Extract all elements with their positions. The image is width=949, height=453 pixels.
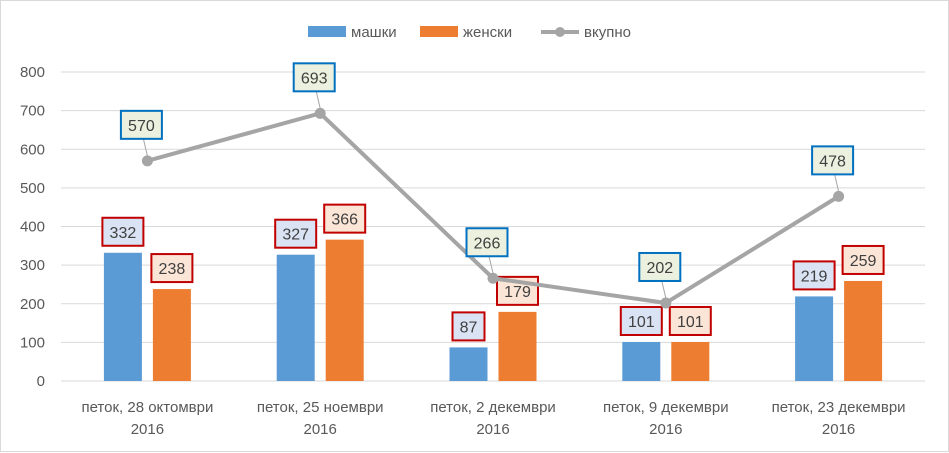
x-category-label: петок, 9 декември (603, 399, 729, 416)
bar-data-label: 238 (159, 261, 186, 278)
bar-data-label: 332 (110, 225, 137, 242)
line-point (833, 190, 845, 202)
bar-data-label: 327 (282, 227, 309, 244)
bar-data-label: 179 (504, 284, 531, 301)
leader-line (834, 174, 840, 192)
y-tick-label: 300 (20, 257, 45, 274)
bar-data-label: 366 (331, 212, 358, 229)
y-tick-label: 200 (20, 296, 45, 313)
legend-swatch (420, 26, 458, 37)
line-data-label: 570 (128, 118, 155, 135)
line-data-label-box (811, 145, 855, 176)
bar-data-label-box (451, 311, 486, 342)
bar (795, 296, 834, 381)
bar (622, 341, 661, 381)
leader-line (661, 280, 667, 299)
x-category-label: 2016 (131, 421, 164, 438)
line-data-label: 478 (819, 153, 846, 170)
x-category-label: 2016 (476, 421, 509, 438)
line-data-label: 202 (646, 260, 673, 277)
legend-label: машки (351, 24, 397, 41)
bar (152, 289, 191, 381)
x-category-label: 2016 (304, 421, 337, 438)
line-point (660, 297, 672, 309)
y-tick-label: 800 (20, 64, 45, 81)
y-tick-label: 600 (20, 141, 45, 158)
bar-data-label: 259 (850, 253, 877, 270)
bar-data-label: 87 (460, 319, 478, 336)
legend-marker (555, 27, 565, 37)
bar-data-label: 101 (628, 314, 655, 331)
legend-label: женски (463, 24, 512, 41)
line-data-label-box (292, 62, 336, 93)
line-point (314, 107, 326, 119)
bar-data-label-box (619, 305, 663, 336)
bar-data-label-box (274, 218, 318, 249)
bar-data-label-box (323, 203, 367, 234)
y-tick-label: 500 (20, 180, 45, 197)
line-data-label: 266 (474, 235, 501, 252)
leader-line (488, 256, 494, 274)
y-tick-label: 700 (20, 103, 45, 120)
legend-swatch (308, 26, 346, 37)
bar (449, 347, 488, 381)
x-category-label: петок, 2 декември (430, 399, 556, 416)
line-data-label: 693 (301, 70, 328, 87)
x-category-label: петок, 28 октомври (81, 399, 213, 416)
leader-line (142, 138, 148, 156)
x-category-label: петок, 25 ноември (257, 399, 384, 416)
line-point (141, 155, 153, 167)
legend-label: вкупно (584, 24, 631, 41)
line-data-label-box (638, 251, 682, 282)
bar-data-label: 101 (677, 314, 704, 331)
x-category-label: 2016 (822, 421, 855, 438)
line-data-label-box (465, 227, 509, 258)
bar (671, 341, 710, 381)
line-point (487, 272, 499, 284)
bar-data-label: 219 (801, 268, 828, 285)
bar (325, 239, 364, 381)
bar-data-label-box (101, 216, 145, 247)
line-data-label-box (119, 109, 163, 140)
bar (844, 280, 883, 381)
x-category-label: петок, 23 декември (772, 399, 906, 416)
bar-data-label-box (841, 244, 885, 275)
bar (103, 252, 142, 381)
y-tick-label: 0 (37, 373, 45, 390)
bar-data-label-box (668, 305, 712, 336)
bar-data-label-box (792, 260, 836, 291)
y-tick-label: 400 (20, 219, 45, 236)
bar (498, 311, 537, 381)
y-tick-label: 100 (20, 334, 45, 351)
x-category-label: 2016 (649, 421, 682, 438)
bar-data-label-box (150, 253, 194, 284)
bar (276, 254, 315, 381)
leader-line (315, 91, 321, 109)
